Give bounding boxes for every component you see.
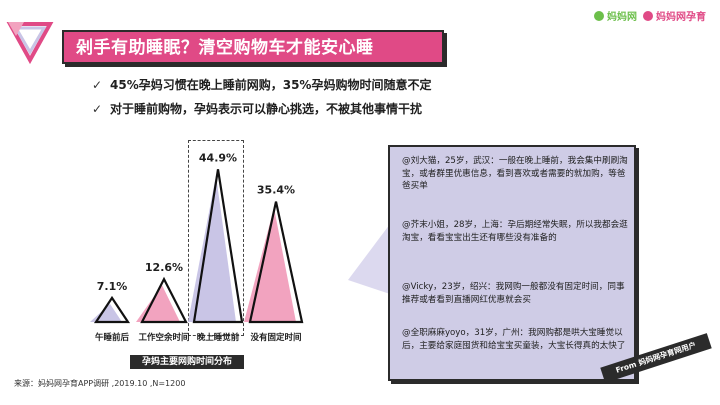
bar-outline: [248, 201, 304, 324]
quote-card: @刘大猫，25岁，武汉：一般在晚上睡前，我会集中刷刷淘宝，或者群里优惠信息，看到…: [388, 145, 636, 381]
data-label: 7.1%: [97, 280, 128, 293]
quote-item: @刘大猫，25岁，武汉：一般在晚上睡前，我会集中刷刷淘宝，或者群里优惠信息，看到…: [402, 156, 628, 191]
check-icon: ✓: [92, 102, 103, 116]
brand-logo-icon: [594, 10, 604, 21]
data-label: 12.6%: [145, 261, 183, 274]
chart-bar: [136, 276, 188, 324]
bullet-text: 45%孕妈习惯在晚上睡前网购，35%孕妈购物时间随意不定: [110, 78, 432, 92]
bullet-item: ✓ 45%孕妈习惯在晚上睡前网购，35%孕妈购物时间随意不定: [92, 76, 431, 93]
chart-title: 孕妈主要网购时间分布: [130, 355, 244, 369]
bar-outline: [192, 169, 244, 324]
bullet-text: 对于睡前购物，孕妈表示可以静心挑选，不被其他事情干扰: [110, 102, 423, 116]
data-label: 35.4%: [257, 184, 295, 197]
triangle-logo-icon: [6, 22, 54, 64]
bar-outline: [93, 295, 131, 324]
tick-label: 午睡前后: [95, 332, 130, 343]
tick-label: 晚上睡觉前: [197, 332, 240, 343]
tick-label: 没有固定时间: [250, 332, 301, 343]
brand-name-a: 妈妈网: [607, 12, 637, 23]
highlight-frame: [188, 140, 244, 336]
source-note: 来源：妈妈网孕育APP调研 ,2019.10 ,N=1200: [14, 379, 186, 388]
quote-item: @芥末小姐，28岁，上海：孕后期经常失眠，所以我都会逛淘宝，看看宝宝出生还有哪些…: [402, 220, 628, 243]
brand-logo-b: 妈妈网孕育: [643, 8, 706, 23]
title-banner: [62, 30, 444, 64]
bar-chart: 7.1% 午睡前后 12.6% 工作空余时间 44.9% 晚上睡觉前 35.4% 没有固定时间: [90, 151, 304, 343]
bullet-item: ✓ 对于睡前购物，孕妈表示可以静心挑选，不被其他事情干扰: [92, 100, 422, 117]
brand-logos: 妈妈网 妈妈网孕育: [594, 8, 706, 23]
brand-logo-icon: [643, 10, 653, 21]
check-icon: ✓: [92, 78, 103, 92]
tick-label: 工作空余时间: [138, 332, 189, 343]
bar-outline: [140, 276, 188, 324]
brand-name-b: 妈妈网孕育: [656, 12, 706, 23]
chart-bar: [188, 169, 244, 324]
data-label: 44.9%: [199, 151, 237, 164]
quote-item: @Vicky，23岁，绍兴：我网购一般都没有固定时间，同事推荐或者看到直播网红优…: [402, 282, 625, 305]
page-title: 剁手有助睡眠？清空购物车才能安心睡: [76, 38, 374, 58]
chart-bar: [244, 201, 304, 324]
chart-bar: [90, 295, 131, 324]
bar-fill: [188, 175, 236, 322]
brand-logo-a: 妈妈网: [594, 8, 637, 23]
quote-item: @全职麻麻yoyo，31岁，广州：我网购都是哄大宝睡觉以后，主要给家庭囤货和给宝…: [402, 328, 626, 351]
